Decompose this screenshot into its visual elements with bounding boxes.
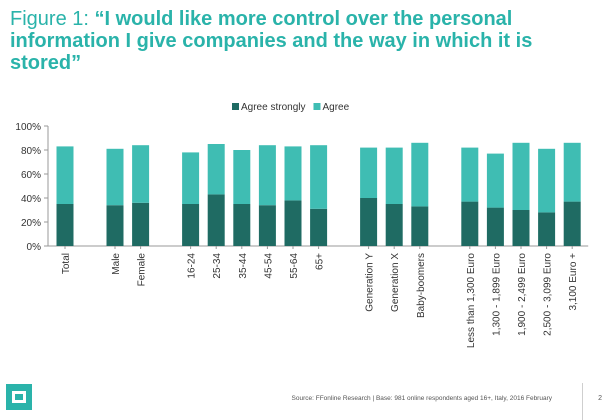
bar-agree bbox=[486, 153, 504, 208]
bar-agree-strongly bbox=[56, 204, 74, 246]
figure-title: Figure 1: “I would like more control ove… bbox=[10, 8, 600, 74]
bar-agree bbox=[563, 142, 581, 202]
bar-agree-strongly bbox=[132, 202, 150, 246]
bar-agree bbox=[461, 147, 479, 202]
bar-agree bbox=[310, 145, 328, 209]
x-tick-label: 65+ bbox=[315, 253, 326, 270]
bar-agree-strongly bbox=[233, 204, 251, 246]
bar-agree bbox=[538, 148, 556, 213]
bar-agree-strongly bbox=[182, 204, 200, 246]
y-tick-label: 40% bbox=[21, 194, 41, 205]
x-tick-label: 16-24 bbox=[187, 253, 198, 279]
x-tick-label: Generation X bbox=[390, 253, 401, 312]
x-tick-label: Total bbox=[61, 253, 72, 274]
bar-agree bbox=[132, 145, 150, 203]
x-tick-label: 3,100 Euro + bbox=[568, 253, 579, 311]
bar-agree bbox=[182, 152, 200, 204]
x-tick-label: Baby-boomers bbox=[416, 253, 427, 318]
x-tick-label: Female bbox=[137, 253, 148, 287]
bar-agree bbox=[385, 147, 403, 204]
x-tick-label: 35-44 bbox=[238, 253, 249, 279]
figure-title-prefix: Figure 1: bbox=[10, 8, 95, 30]
bar-agree bbox=[360, 147, 378, 198]
legend-swatch-1 bbox=[313, 103, 321, 110]
bar-agree-strongly bbox=[411, 206, 429, 246]
source-note: Source: FFonline Research | Base: 981 on… bbox=[291, 395, 552, 402]
bar-agree bbox=[56, 146, 74, 204]
x-tick-label: 25-34 bbox=[212, 253, 223, 279]
x-tick-label: Generation Y bbox=[365, 253, 376, 312]
bar-agree-strongly bbox=[486, 207, 504, 246]
bar-agree-strongly bbox=[284, 200, 302, 246]
figure-title-quote: “I would like more control over the pers… bbox=[10, 8, 533, 74]
bar-agree bbox=[258, 145, 276, 206]
x-tick-label: Male bbox=[111, 253, 122, 275]
bar-agree-strongly bbox=[310, 208, 328, 246]
bar-agree-strongly bbox=[563, 201, 581, 246]
legend-label-0: Agree strongly bbox=[241, 102, 305, 113]
bar-agree-strongly bbox=[207, 194, 225, 246]
page-number: 2 bbox=[598, 395, 602, 402]
bar-agree-strongly bbox=[360, 198, 378, 246]
brand-logo-icon bbox=[6, 384, 32, 410]
legend-label-1: Agree bbox=[322, 102, 349, 113]
x-tick-label: 45-54 bbox=[263, 253, 274, 279]
bar-agree-strongly bbox=[512, 210, 530, 246]
bar-agree-strongly bbox=[461, 201, 479, 246]
y-tick-label: 20% bbox=[21, 218, 41, 229]
bar-agree bbox=[512, 142, 530, 210]
bar-agree-strongly bbox=[538, 212, 556, 246]
bar-agree bbox=[207, 144, 225, 195]
y-tick-label: 80% bbox=[21, 146, 41, 157]
y-tick-label: 60% bbox=[21, 170, 41, 181]
stacked-bar-chart: Agree strongly Agree 0% 20% 40% 60% 80% 100% Tot… bbox=[15, 102, 589, 349]
y-tick-label: 100% bbox=[15, 122, 41, 133]
footer-divider bbox=[582, 383, 583, 420]
bar-agree bbox=[106, 148, 124, 206]
bar-agree bbox=[284, 146, 302, 201]
x-tick-label: 55-64 bbox=[289, 253, 300, 279]
x-tick-label: 2,500 - 3,099 Euro bbox=[543, 253, 554, 336]
bar-agree bbox=[233, 150, 251, 204]
legend-swatch-0 bbox=[232, 103, 239, 110]
y-tick-label: 0% bbox=[27, 242, 42, 253]
x-tick-label: Less than 1,300 Euro bbox=[466, 253, 477, 349]
bar-agree-strongly bbox=[258, 205, 276, 246]
x-tick-label: 1,300 - 1,899 Euro bbox=[491, 253, 502, 336]
x-tick-label: 1,900 - 2,499 Euro bbox=[517, 253, 528, 336]
bar-agree-strongly bbox=[385, 204, 403, 246]
bar-agree bbox=[411, 142, 429, 207]
bar-agree-strongly bbox=[106, 205, 124, 246]
